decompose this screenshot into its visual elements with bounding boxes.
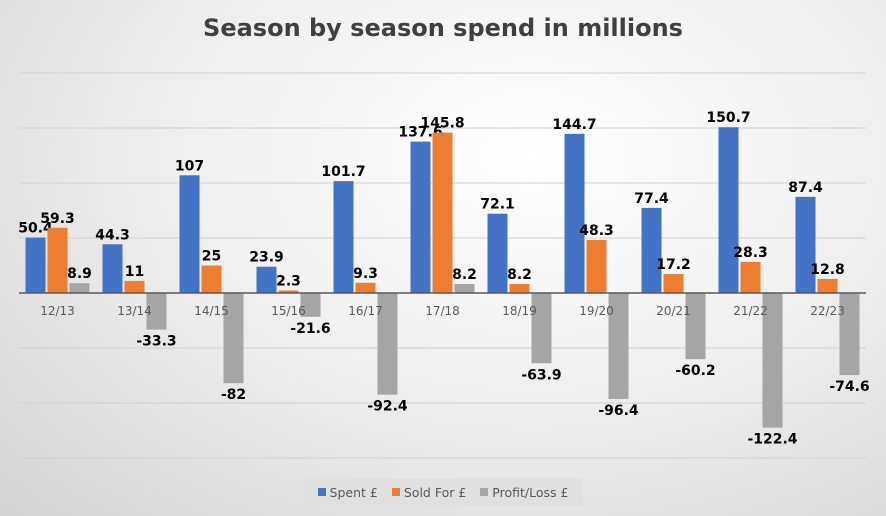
data-label: -63.9 bbox=[521, 367, 561, 383]
data-label: 50.4 bbox=[18, 221, 53, 237]
data-label: -33.3 bbox=[136, 334, 176, 350]
data-label: -82 bbox=[221, 387, 246, 403]
data-label: 23.9 bbox=[249, 250, 284, 266]
x-tick-label: 16/17 bbox=[348, 304, 383, 318]
bar-2 bbox=[454, 283, 475, 293]
data-label: -74.6 bbox=[829, 379, 869, 395]
bar-1 bbox=[47, 227, 68, 293]
legend-label: Sold For £ bbox=[403, 484, 467, 500]
bar-1 bbox=[432, 132, 453, 293]
data-label: 8.9 bbox=[67, 266, 92, 282]
x-tick-label: 15/16 bbox=[271, 304, 306, 318]
data-label: -92.4 bbox=[367, 399, 408, 415]
bar-0 bbox=[25, 237, 46, 293]
data-label: 9.3 bbox=[353, 266, 378, 282]
data-label: 48.3 bbox=[579, 223, 614, 239]
bar-1 bbox=[355, 282, 376, 293]
data-label: -96.4 bbox=[598, 403, 639, 419]
data-label: 44.3 bbox=[95, 227, 130, 243]
legend-item-profit: Profit/Loss £ bbox=[480, 485, 568, 500]
bar-1 bbox=[124, 280, 145, 293]
data-label: 12.8 bbox=[810, 262, 845, 278]
legend-label: Spent £ bbox=[329, 484, 378, 500]
data-label: 2.3 bbox=[276, 273, 301, 289]
x-tick-label: 20/21 bbox=[656, 304, 691, 318]
bar-2 bbox=[762, 293, 783, 428]
bar-2 bbox=[300, 293, 321, 317]
bar-1 bbox=[817, 278, 838, 293]
data-label: 145.8 bbox=[420, 116, 464, 132]
data-label: 150.7 bbox=[706, 110, 750, 126]
x-tick-label: 22/23 bbox=[810, 304, 845, 318]
x-tick-label: 19/20 bbox=[579, 304, 614, 318]
bar-0 bbox=[718, 127, 739, 293]
legend-item-sold: Sold For £ bbox=[391, 484, 467, 500]
bar-1 bbox=[509, 283, 530, 293]
data-label: 8.2 bbox=[507, 267, 532, 283]
data-label: 101.7 bbox=[321, 164, 365, 180]
data-label: 11 bbox=[125, 264, 144, 280]
data-label: 8.2 bbox=[452, 267, 477, 283]
bar-2 bbox=[146, 293, 167, 330]
legend-swatch bbox=[480, 488, 489, 496]
bar-2 bbox=[608, 293, 629, 400]
bar-2 bbox=[69, 283, 90, 293]
x-tick-label: 12/13 bbox=[40, 304, 75, 318]
data-label: -21.6 bbox=[290, 321, 330, 337]
bar-1 bbox=[586, 239, 607, 293]
data-label: 17.2 bbox=[656, 257, 691, 273]
data-label: 137.6 bbox=[398, 125, 442, 141]
bar-2 bbox=[531, 293, 552, 364]
data-label: 59.3 bbox=[40, 211, 75, 227]
bar-0 bbox=[102, 244, 123, 293]
bar-0 bbox=[487, 213, 508, 293]
legend-item-spent: Spent £ bbox=[317, 484, 378, 500]
legend-label: Profit/Loss £ bbox=[492, 484, 569, 500]
bar-2 bbox=[223, 293, 244, 384]
bar-2 bbox=[685, 293, 706, 360]
bar-2 bbox=[839, 293, 860, 376]
bar-1 bbox=[663, 274, 684, 293]
data-label: 87.4 bbox=[788, 180, 823, 196]
bar-0 bbox=[641, 207, 662, 293]
x-tick-label: 13/14 bbox=[117, 304, 152, 318]
x-tick-label: 14/15 bbox=[194, 304, 229, 318]
bar-0 bbox=[410, 141, 431, 293]
bar-0 bbox=[564, 133, 585, 293]
data-label: -122.4 bbox=[747, 432, 797, 448]
bar-1 bbox=[740, 261, 761, 293]
chart-title: Season by season spend in millions bbox=[203, 14, 683, 42]
bar-0 bbox=[179, 175, 200, 293]
x-tick-label: 21/22 bbox=[733, 304, 768, 318]
bar-1 bbox=[278, 290, 299, 293]
legend-swatch bbox=[317, 488, 326, 496]
legend-swatch bbox=[391, 488, 400, 496]
bar-1 bbox=[201, 265, 222, 293]
data-label: 144.7 bbox=[552, 117, 596, 133]
bar-0 bbox=[333, 181, 354, 293]
data-label: 28.3 bbox=[733, 245, 768, 261]
bar-0 bbox=[795, 196, 816, 293]
data-label: 72.1 bbox=[480, 197, 515, 213]
data-label: 107 bbox=[175, 158, 204, 174]
data-label: -60.2 bbox=[675, 363, 715, 379]
data-label: 25 bbox=[202, 249, 221, 265]
x-tick-label: 17/18 bbox=[425, 304, 460, 318]
bar-2 bbox=[377, 293, 398, 395]
x-tick-label: 18/19 bbox=[502, 304, 537, 318]
legend: Spent £ Sold For £ Profit/Loss £ bbox=[303, 478, 583, 506]
data-label: 77.4 bbox=[634, 191, 669, 207]
bar-0 bbox=[256, 266, 277, 293]
